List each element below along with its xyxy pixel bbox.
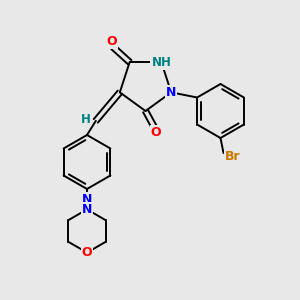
Text: H: H: [80, 113, 90, 126]
Text: N: N: [82, 203, 92, 216]
Text: NH: NH: [152, 56, 171, 69]
Text: O: O: [106, 35, 117, 48]
Text: O: O: [82, 246, 92, 259]
Text: N: N: [166, 86, 176, 99]
Text: O: O: [151, 126, 161, 140]
Text: N: N: [82, 193, 92, 206]
Text: Br: Br: [225, 150, 240, 163]
